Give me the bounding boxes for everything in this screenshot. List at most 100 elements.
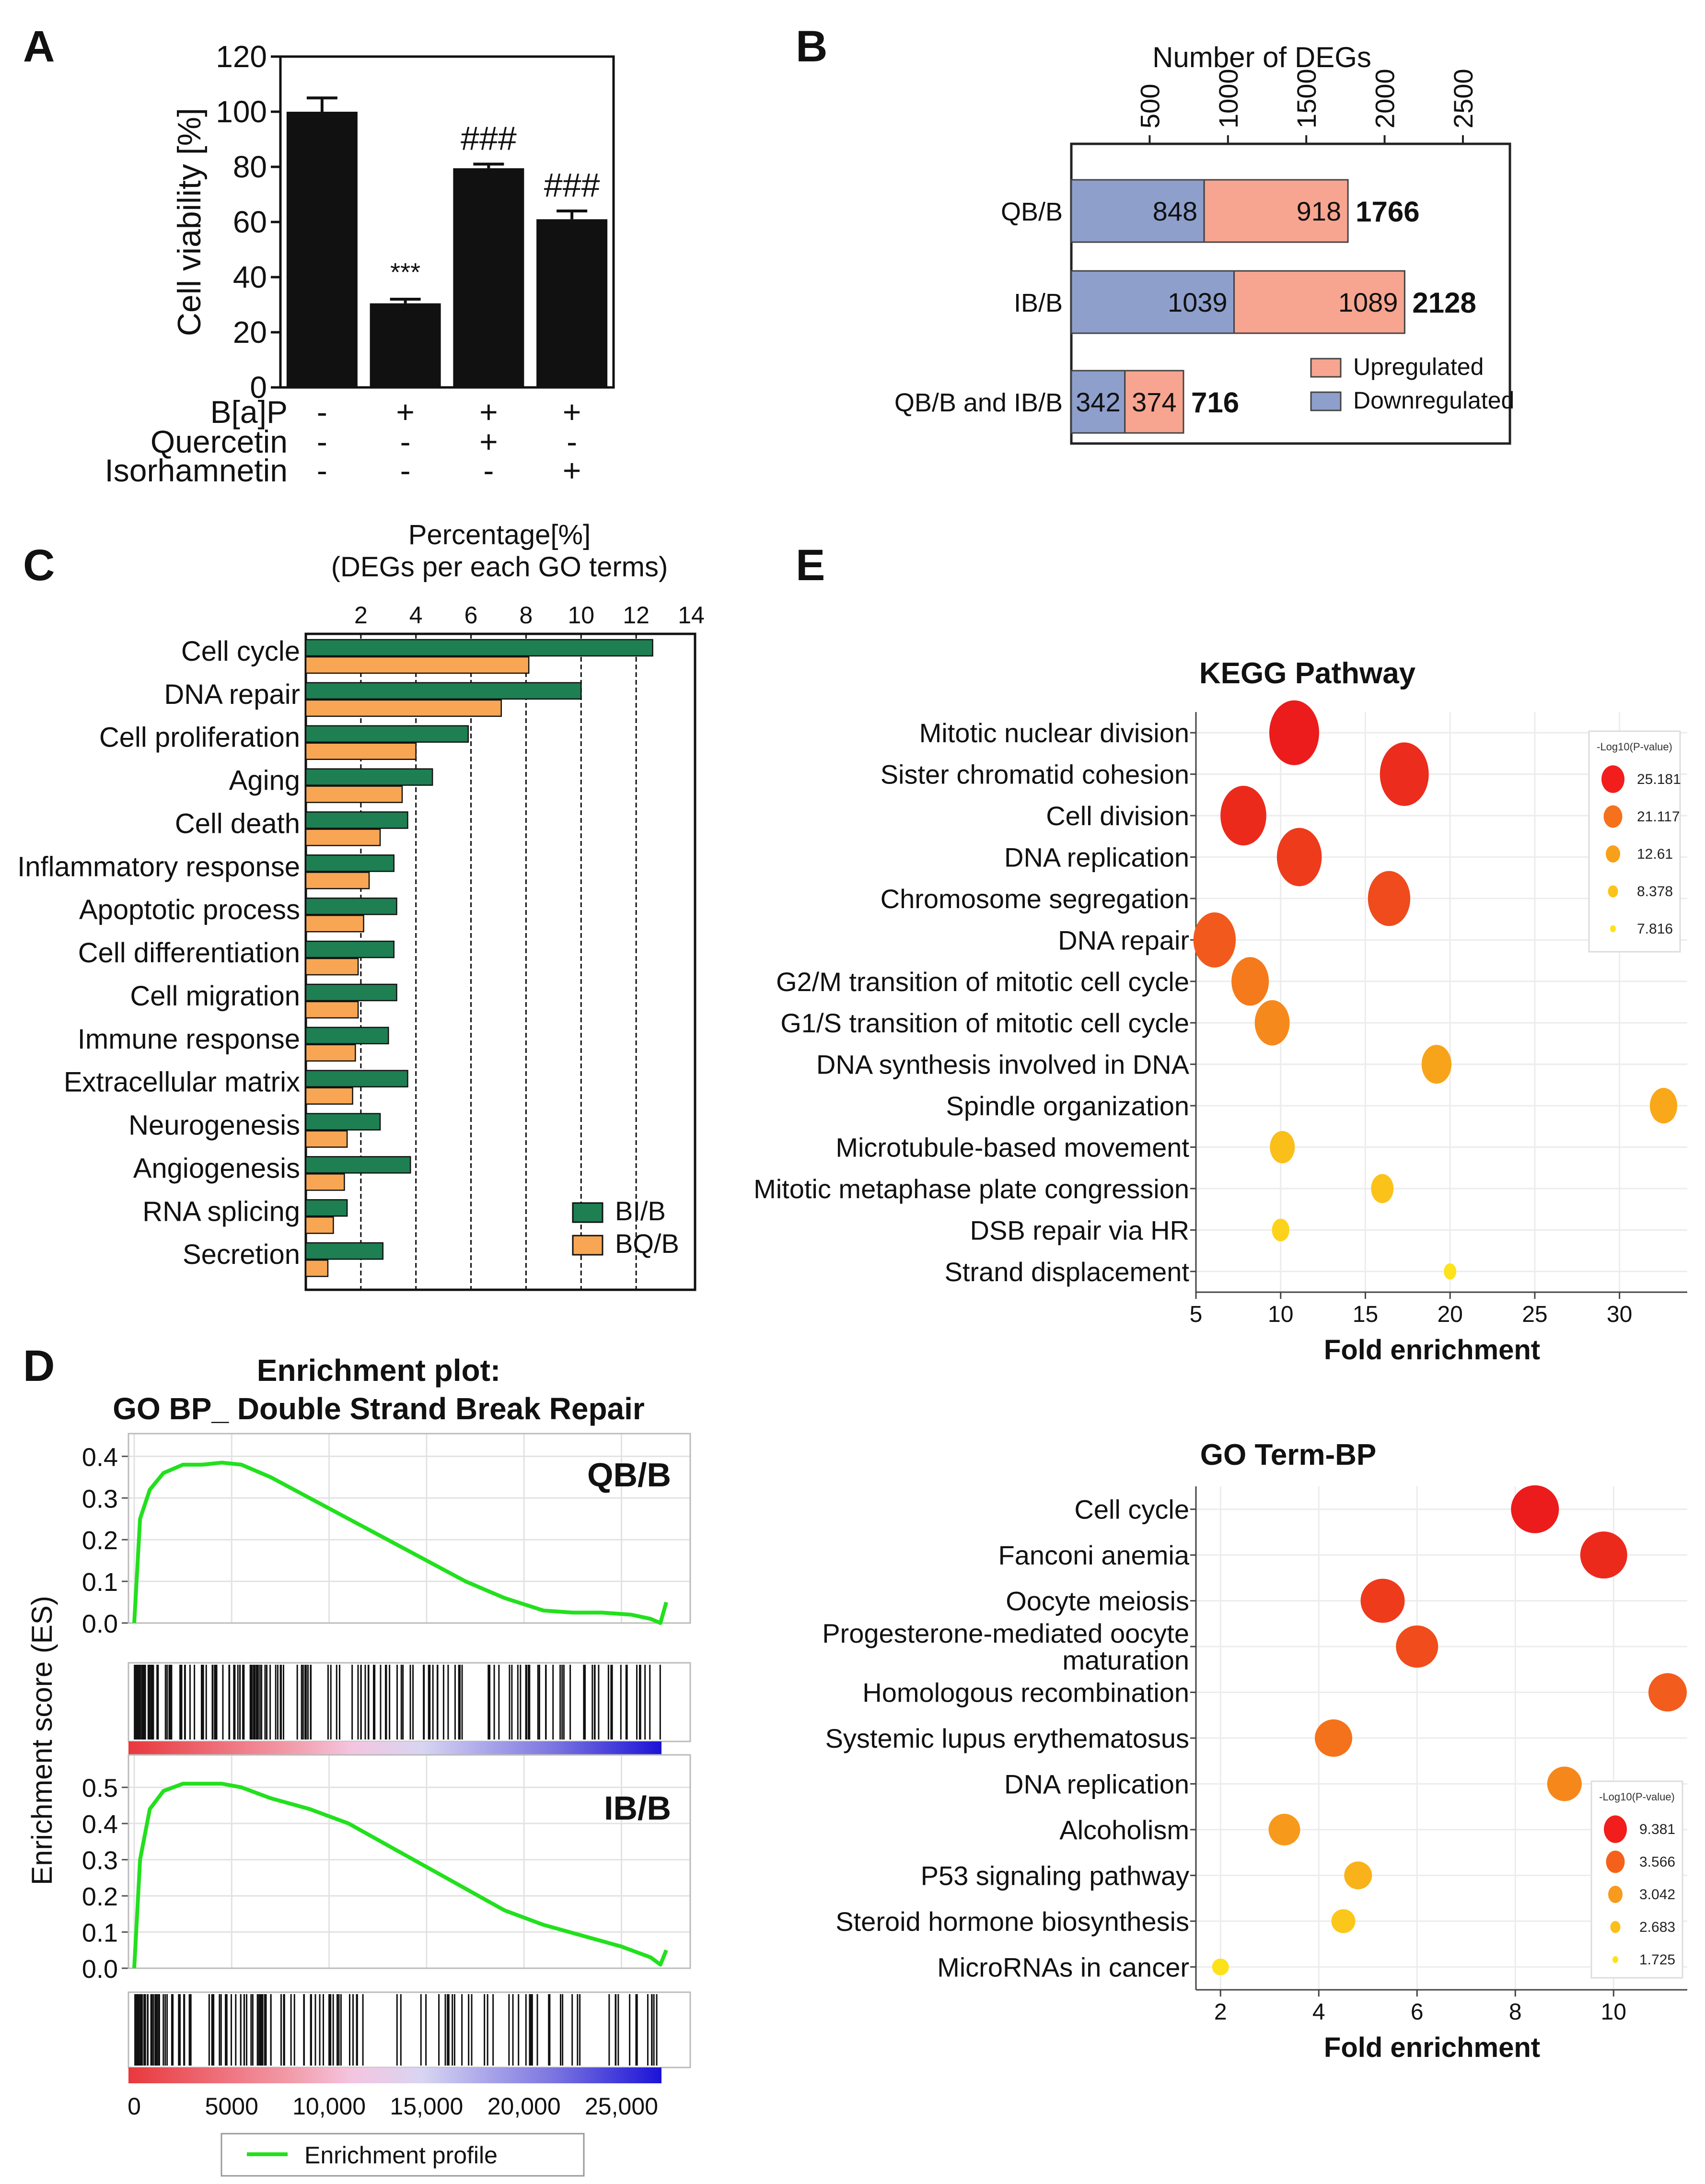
bubble [1212, 1958, 1229, 1975]
bubble [1421, 1045, 1452, 1084]
bar [286, 112, 358, 387]
y-tick-label: 0.4 [82, 1443, 118, 1472]
legend-bubble [1608, 1886, 1623, 1903]
x-axis-title: Number of DEGs [1152, 41, 1371, 73]
rank-color-bar [128, 2067, 661, 2083]
x-tick-label: 5 [1190, 1302, 1203, 1327]
bar-value: 1089 [1338, 287, 1398, 317]
bubble [1254, 1000, 1290, 1046]
legend-bubble [1603, 805, 1623, 828]
legend-label: 25.181 [1637, 771, 1681, 787]
y-tick-label: 20 [233, 315, 267, 350]
category-label: DNA replication [1004, 1769, 1189, 1799]
category-label: Cell cycle [181, 636, 300, 667]
y-axis-label: Enrichment score (ES) [26, 1596, 58, 1885]
legend-box [1590, 1780, 1683, 1979]
category-label: Steroid hormone biosynthesis [835, 1906, 1189, 1937]
legend-swatch [1310, 391, 1342, 411]
treatment-sign: - [317, 394, 327, 430]
y-tick-label: 0.0 [82, 1955, 118, 1984]
x-tick-label: 6 [1411, 1999, 1424, 2025]
category-label: G1/S transition of mitotic cell cycle [780, 1008, 1189, 1038]
bubble [1315, 1719, 1352, 1757]
legend-label: 21.117 [1637, 809, 1680, 825]
legend-bubble [1610, 925, 1616, 933]
bubble [1547, 1766, 1582, 1801]
bar [305, 682, 582, 700]
x-tick-label: 10 [1268, 1302, 1293, 1327]
y-tick-label: 120 [216, 39, 267, 74]
bar [305, 1173, 345, 1191]
category-label: Extracellular matrix [64, 1067, 300, 1098]
bubble [1444, 1263, 1457, 1280]
legend-box [1588, 730, 1681, 953]
bubble [1344, 1861, 1372, 1890]
hit-strip [128, 1991, 691, 2068]
treatment-label: Quercetin [151, 424, 288, 459]
x-tick-label: 5000 [205, 2093, 258, 2120]
category-label: Secretion [183, 1239, 300, 1270]
legend-label: 9.381 [1639, 1822, 1675, 1837]
bar [305, 656, 530, 674]
bubble [1269, 700, 1319, 765]
category-label: MicroRNAs in cancer [937, 1952, 1189, 1982]
y-tick-label: 0.3 [82, 1484, 118, 1513]
legend-title: -Log10(P-value) [1599, 1791, 1675, 1803]
bar [305, 829, 381, 846]
category-label: Cell division [1046, 801, 1189, 831]
y-tick-label: 60 [233, 205, 267, 239]
treatment-sign: + [563, 453, 581, 488]
bar [305, 1259, 329, 1277]
bubble [1331, 1909, 1356, 1933]
bar [305, 768, 433, 786]
legend-bubble [1612, 1956, 1618, 1963]
bubble [1511, 1485, 1559, 1533]
x-tick-label: 8 [520, 602, 533, 629]
legend-bubble [1608, 885, 1618, 898]
y-tick-label: 0 [250, 370, 267, 405]
x-tick-label: 30 [1607, 1302, 1632, 1327]
treatment-label: Isorhamnetin [104, 453, 288, 488]
chart-c-go-percentage: Percentage[%](DEGs per each GO terms) 2 4 6… [17, 519, 705, 1291]
enrichment-line [132, 1460, 668, 1625]
treatment-sign: - [400, 453, 411, 488]
x-tick-label: 0 [128, 2093, 141, 2120]
category-label: Mitotic metaphase plate congression [754, 1174, 1189, 1204]
bar [305, 1001, 359, 1019]
hit-strip [128, 1662, 691, 1742]
category-label: Cell cycle [1074, 1495, 1189, 1525]
legend-swatch [1310, 358, 1342, 378]
category-label: maturation [1062, 1645, 1189, 1675]
y-axis-label: Cell viability [%] [171, 108, 208, 336]
category-label: Oocyte meiosis [1006, 1586, 1189, 1616]
chart-e-kegg-pathway: KEGG Pathway 5 10 15 20 25 30 Fold enrichment Mi… [754, 657, 1687, 1366]
bar [305, 742, 417, 760]
rank-color-bar [128, 1741, 661, 1755]
x-tick-label: 10 [1601, 1999, 1626, 2025]
category-label: Strand displacement [944, 1257, 1189, 1287]
bar [305, 639, 653, 657]
x-axis-subtitle: (DEGs per each GO terms) [331, 551, 668, 583]
x-tick-label: 25 [1522, 1302, 1547, 1327]
legend-label: 12.61 [1637, 846, 1673, 862]
legend-bubble [1606, 1850, 1625, 1873]
enrichment-line [132, 1782, 668, 1969]
treatment-sign: + [479, 424, 498, 459]
category-label: Cell differentiation [78, 937, 300, 969]
bar [305, 914, 364, 933]
bar [536, 219, 608, 387]
bar [453, 168, 524, 387]
treatment-label: B[a]P [210, 394, 288, 430]
category-label: Aging [229, 765, 300, 796]
category-label: DNA synthesis involved in DNA [816, 1050, 1190, 1080]
x-tick-label: 2 [1214, 1999, 1227, 2025]
x-tick-label: 6 [464, 602, 478, 629]
bubble [1396, 1625, 1438, 1668]
bar [305, 1130, 348, 1148]
bar [305, 983, 397, 1002]
y-tick-label: 0.2 [82, 1526, 118, 1555]
bar [305, 725, 469, 743]
legend-label: 3.566 [1639, 1854, 1675, 1870]
legend-label: Enrichment profile [304, 2142, 498, 2169]
